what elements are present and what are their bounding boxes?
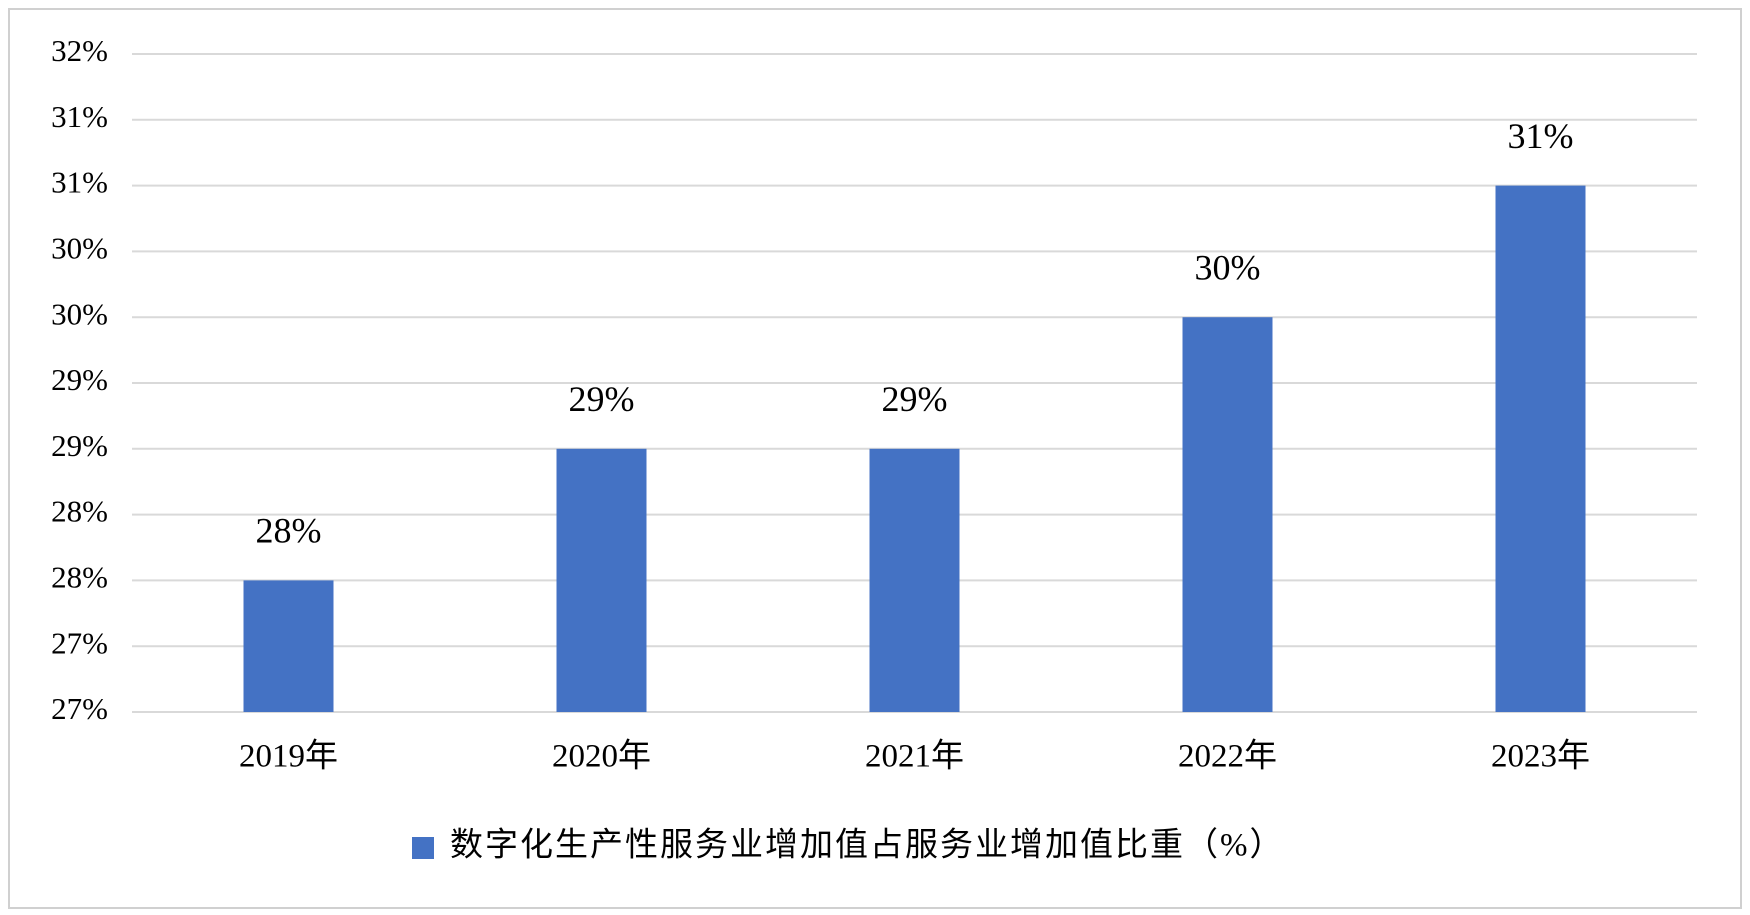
y-tick-label: 28% bbox=[51, 560, 108, 595]
y-tick-label: 27% bbox=[51, 625, 108, 660]
legend-label: 数字化生产性服务业增加值占服务业增加值比重（%） bbox=[450, 827, 1285, 864]
data-label: 31% bbox=[1508, 116, 1574, 156]
bar bbox=[869, 448, 960, 712]
bar bbox=[556, 448, 647, 712]
legend-swatch bbox=[412, 837, 434, 859]
bar bbox=[1182, 317, 1273, 712]
y-tick-label: 27% bbox=[51, 691, 108, 726]
x-tick-label: 2023年 bbox=[1491, 738, 1590, 775]
bar bbox=[1495, 185, 1586, 713]
y-tick-label: 32% bbox=[51, 33, 108, 68]
data-label: 29% bbox=[569, 379, 635, 419]
y-tick-label: 28% bbox=[51, 494, 108, 529]
x-tick-label: 2019年 bbox=[239, 738, 338, 775]
y-tick-label: 29% bbox=[51, 428, 108, 463]
y-tick-label: 30% bbox=[51, 296, 108, 331]
y-tick-label: 29% bbox=[51, 362, 108, 397]
x-tick-label: 2020年 bbox=[552, 738, 651, 775]
data-label: 30% bbox=[1195, 247, 1261, 287]
y-tick-label: 31% bbox=[51, 99, 108, 134]
data-label: 28% bbox=[256, 511, 322, 551]
bar bbox=[243, 580, 334, 712]
y-tick-label: 31% bbox=[51, 165, 108, 200]
data-label: 29% bbox=[882, 379, 948, 419]
x-tick-label: 2022年 bbox=[1178, 738, 1277, 775]
y-tick-label: 30% bbox=[51, 231, 108, 266]
x-tick-label: 2021年 bbox=[865, 738, 964, 775]
